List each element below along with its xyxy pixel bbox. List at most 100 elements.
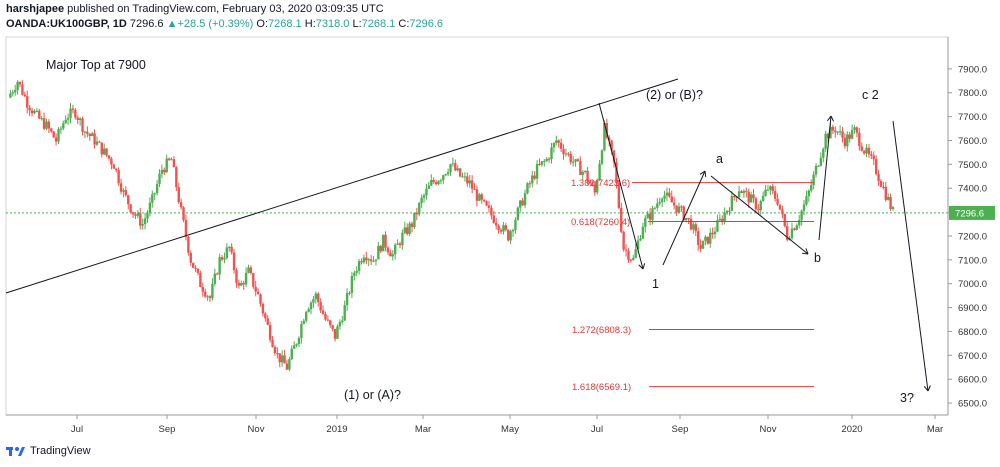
candle-body [824, 133, 827, 149]
fib-levels: 1.382(7423.6) 0.618(7260.4) 1.272(6808.3) 1… [571, 178, 814, 393]
wave-line-c [818, 115, 832, 241]
candle-body [432, 180, 435, 183]
candle-body [603, 123, 606, 151]
candle-body [636, 240, 640, 250]
candle-body [362, 257, 366, 263]
candle-body [591, 183, 594, 186]
footer-branding[interactable]: TradingView [6, 445, 91, 457]
candle-body [651, 208, 654, 220]
candle-body [66, 118, 70, 120]
candle-body [242, 282, 245, 285]
candle-body [569, 153, 572, 163]
candle-body [680, 206, 683, 208]
candle-body [232, 252, 236, 271]
publish-line: harshjapee published on TradingView.com,… [6, 2, 443, 17]
candle-body [264, 313, 267, 319]
candle-body [449, 164, 452, 173]
candle-body [223, 257, 226, 260]
arrowhead-b [801, 248, 809, 255]
candle-body [665, 192, 669, 196]
low-value: 7268.1 [361, 18, 396, 30]
candle-body [843, 137, 847, 147]
candle-body [867, 147, 871, 155]
candle-body [740, 191, 743, 194]
candle-body [526, 183, 529, 194]
candle-body [723, 212, 726, 222]
candle-body [822, 148, 825, 158]
candle-body [598, 163, 601, 181]
candle-body [475, 189, 479, 201]
candle-body [836, 131, 839, 133]
fib-label: 0.618(7260.4) [571, 217, 630, 228]
wave-line-b [710, 175, 809, 255]
candle-body [76, 117, 79, 121]
arrowhead-1 [638, 263, 646, 270]
candle-body [148, 202, 152, 214]
candle-body [682, 206, 685, 221]
annotation-wave-2b: (2) or (B)? [646, 88, 703, 102]
candle-body [478, 194, 481, 201]
symbol-label[interactable]: OANDA:UK100GBP, 1D [6, 18, 127, 30]
candle-body [110, 158, 113, 165]
fib-label: 1.272(6808.3) [572, 325, 631, 336]
candle-body [814, 165, 818, 175]
candle-body [663, 195, 666, 199]
candle-body [742, 190, 746, 194]
author-name[interactable]: harshjapee [6, 3, 65, 15]
candle-body [559, 142, 563, 149]
candle-body [374, 259, 378, 262]
candle-body [610, 140, 613, 151]
candle-body [586, 170, 589, 182]
time-tick-label: Sep [159, 424, 176, 435]
candle-body [470, 180, 474, 189]
candle-body [254, 286, 257, 292]
candle-body [211, 283, 214, 299]
candle-body [372, 261, 375, 263]
candle-body [21, 84, 24, 95]
candle-body [639, 238, 642, 241]
time-axis[interactable]: Jul Sep Nov 2019 Mar May Jul Sep Nov 2020 Mar [6, 414, 948, 435]
candle-body [170, 159, 173, 161]
candle-body [795, 225, 799, 230]
candle-body [829, 126, 832, 139]
candle-body [413, 212, 416, 228]
candle-body [677, 206, 681, 213]
candle-body [718, 218, 722, 221]
publish-info: published on TradingView.com, February 0… [67, 3, 384, 15]
candle-body [276, 353, 279, 355]
candle-body [285, 363, 289, 370]
candle-body [865, 147, 868, 154]
price-axis[interactable]: 7900.07800.07700.07600.07500.07400.07300… [947, 37, 995, 415]
candle-body [141, 224, 144, 226]
arrowhead-a [699, 170, 707, 178]
candle-body [317, 293, 320, 303]
candle-body [23, 94, 27, 97]
candle-body [129, 204, 132, 213]
open-label: O: [256, 18, 269, 30]
candle-body [653, 207, 657, 209]
candle-body [386, 247, 390, 253]
candle-body [612, 150, 616, 163]
candle-body [305, 311, 308, 321]
candle-body [699, 244, 702, 249]
price-tick-label: 7200.0 [958, 231, 987, 242]
candle-body [28, 107, 31, 111]
fib-label: 1.618(6569.1) [572, 382, 631, 393]
candle-body [547, 158, 551, 160]
candle-body [853, 127, 856, 131]
candle-body [442, 175, 445, 181]
candle-body [204, 291, 207, 297]
candle-body [50, 128, 53, 132]
candle-body [713, 231, 717, 235]
candle-body [220, 257, 224, 260]
candle-body [393, 244, 397, 255]
candle-body [627, 250, 630, 260]
price-tick-label: 6900.0 [958, 303, 987, 314]
chart-header: harshjapee published on TradingView.com,… [6, 2, 443, 32]
candle-body [850, 130, 854, 139]
candle-body [127, 195, 130, 205]
time-tick-label: Jul [591, 424, 603, 435]
candle-body [576, 159, 580, 162]
candle-body [766, 189, 770, 191]
